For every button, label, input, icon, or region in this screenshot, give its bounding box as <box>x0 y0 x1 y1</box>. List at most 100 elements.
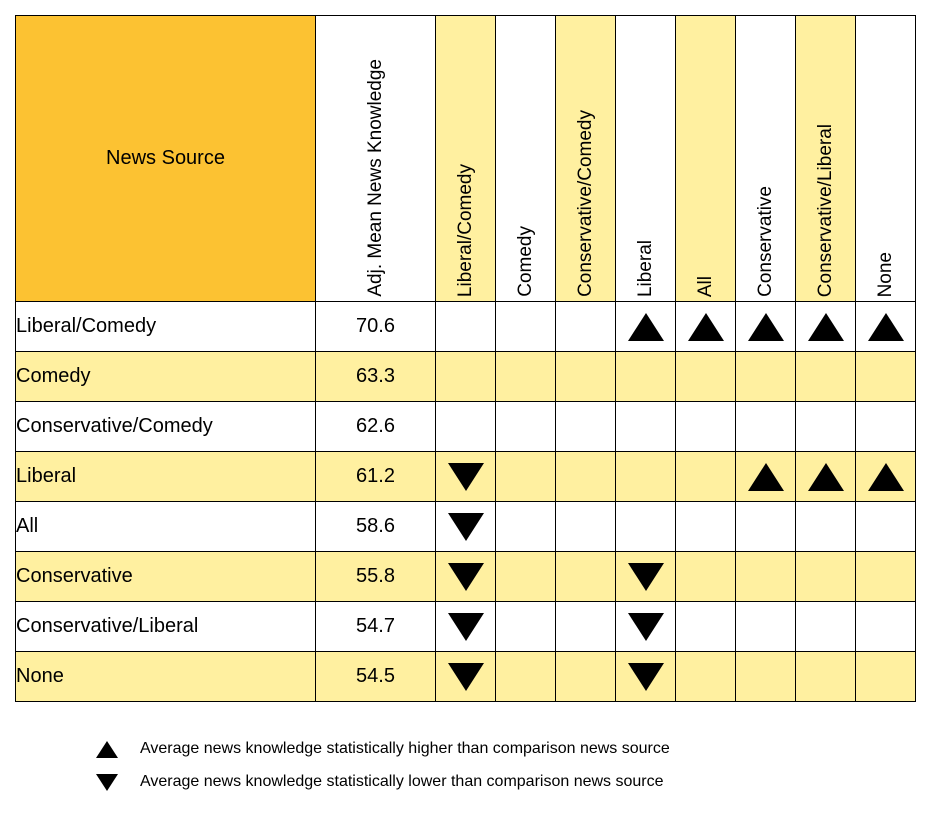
table-row: Liberal 61.2 <box>15 451 916 502</box>
table-body: Liberal/Comedy 70.6 Comedy 63.3 Conservative… <box>15 301 916 702</box>
comparison-cell <box>735 401 796 452</box>
legend-lower-text: Average news knowledge statistically low… <box>140 773 664 790</box>
comparison-cell <box>795 601 856 652</box>
triangle-down-icon <box>447 612 484 641</box>
column-header-conservative: Conservative <box>735 15 796 302</box>
triangle-up-icon <box>687 312 724 341</box>
comparison-table: News Source Adj. Mean News Knowledge Lib… <box>15 15 916 702</box>
column-header-text: Comedy <box>514 226 536 297</box>
comparison-cell <box>735 501 796 552</box>
comparison-cell <box>435 551 496 602</box>
comparison-cell <box>735 651 796 702</box>
comparison-cell <box>675 451 736 502</box>
table-row: Conservative/Comedy 62.6 <box>15 401 916 452</box>
comparison-cell <box>855 401 916 452</box>
table-row: All 58.6 <box>15 501 916 552</box>
comparison-cell <box>615 451 676 502</box>
comparison-cell <box>615 651 676 702</box>
row-label: Liberal/Comedy <box>15 301 316 352</box>
comparison-cell <box>855 651 916 702</box>
comparison-cell <box>675 501 736 552</box>
legend-higher-text: Average news knowledge statistically hig… <box>140 740 670 757</box>
comparison-cell <box>795 351 856 402</box>
comparison-cell <box>615 401 676 452</box>
legend-higher: Average news knowledge statistically hig… <box>96 740 670 758</box>
column-header-liberal-comedy: Liberal/Comedy <box>435 15 496 302</box>
comparison-cell <box>435 601 496 652</box>
comparison-cell <box>675 401 736 452</box>
comparison-cell <box>555 601 616 652</box>
comparison-cell <box>495 401 556 452</box>
triangle-up-icon <box>747 312 784 341</box>
comparison-cell <box>495 601 556 652</box>
corner-header: News Source <box>15 15 316 302</box>
table-row: Conservative 55.8 <box>15 551 916 602</box>
column-header-text: Liberal/Comedy <box>454 163 476 297</box>
comparison-cell <box>855 601 916 652</box>
header-row: News Source Adj. Mean News Knowledge Lib… <box>15 15 916 302</box>
comparison-cell <box>495 651 556 702</box>
table-row: Liberal/Comedy 70.6 <box>15 301 916 352</box>
triangle-down-icon <box>447 512 484 541</box>
comparison-cell <box>435 501 496 552</box>
comparison-cell <box>555 451 616 502</box>
column-header-text: Liberal <box>634 239 656 297</box>
row-label: All <box>15 501 316 552</box>
row-value: 54.7 <box>315 601 436 652</box>
triangle-down-icon <box>447 462 484 491</box>
comparison-cell <box>495 501 556 552</box>
comparison-cell <box>615 551 676 602</box>
triangle-down-icon <box>447 662 484 691</box>
comparison-cell <box>615 601 676 652</box>
column-header-liberal: Liberal <box>615 15 676 302</box>
row-value: 70.6 <box>315 301 436 352</box>
comparison-cell <box>615 351 676 402</box>
comparison-cell <box>855 551 916 602</box>
row-label: Conservative/Comedy <box>15 401 316 452</box>
column-header-text: All <box>694 275 716 297</box>
triangle-up-icon <box>867 312 904 341</box>
triangle-up-icon <box>867 462 904 491</box>
comparison-cell <box>795 401 856 452</box>
comparison-cell <box>855 301 916 352</box>
comparison-cell <box>735 451 796 502</box>
row-label: Conservative <box>15 551 316 602</box>
row-label: None <box>15 651 316 702</box>
row-label: Liberal <box>15 451 316 502</box>
comparison-cell <box>555 501 616 552</box>
triangle-down-icon <box>627 562 664 591</box>
column-header-text: Conservative <box>754 186 776 297</box>
triangle-up-icon <box>747 462 784 491</box>
comparison-cell <box>795 501 856 552</box>
column-header-text: Conservative/Comedy <box>574 110 596 297</box>
comparison-cell <box>735 351 796 402</box>
row-value: 61.2 <box>315 451 436 502</box>
column-header-text: Conservative/Liberal <box>814 123 836 297</box>
column-header-text: None <box>874 251 896 297</box>
triangle-up-icon <box>96 740 118 758</box>
triangle-up-icon <box>627 312 664 341</box>
comparison-cell <box>495 351 556 402</box>
row-label: Conservative/Liberal <box>15 601 316 652</box>
triangle-up-icon <box>807 462 844 491</box>
column-header-comedy: Comedy <box>495 15 556 302</box>
legend-lower: Average news knowledge statistically low… <box>96 773 664 791</box>
comparison-cell <box>435 401 496 452</box>
comparison-cell <box>615 301 676 352</box>
column-header-conservative-liberal: Conservative/Liberal <box>795 15 856 302</box>
row-value: 58.6 <box>315 501 436 552</box>
row-value: 55.8 <box>315 551 436 602</box>
comparison-cell <box>735 601 796 652</box>
comparison-cell <box>555 401 616 452</box>
value-column-header: Adj. Mean News Knowledge <box>315 15 436 302</box>
comparison-cell <box>855 451 916 502</box>
comparison-cell <box>495 301 556 352</box>
comparison-cell <box>495 551 556 602</box>
comparison-cell <box>495 451 556 502</box>
comparison-cell <box>795 451 856 502</box>
table-row: Conservative/Liberal 54.7 <box>15 601 916 652</box>
comparison-cell <box>855 351 916 402</box>
comparison-cell <box>435 301 496 352</box>
comparison-cell <box>675 551 736 602</box>
column-header-all: All <box>675 15 736 302</box>
